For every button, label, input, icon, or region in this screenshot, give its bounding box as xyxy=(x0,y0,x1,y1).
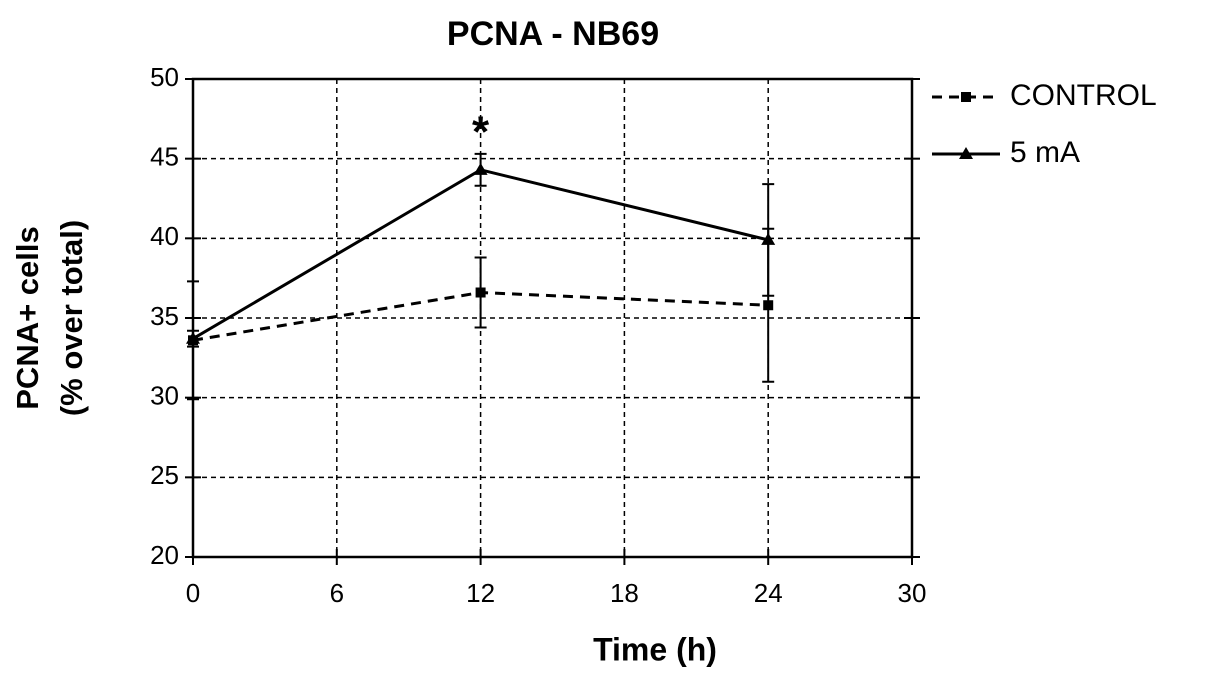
y-tick-label: 45 xyxy=(150,142,179,172)
x-tick-label: 18 xyxy=(610,578,639,608)
legend-marker xyxy=(959,147,973,159)
y-axis-label: PCNA+ cells xyxy=(10,226,45,410)
legend-label: CONTROL xyxy=(1010,79,1157,112)
marker xyxy=(761,232,776,245)
y-tick-label: 50 xyxy=(150,62,179,92)
x-tick-label: 24 xyxy=(754,578,783,608)
y-tick-label: 25 xyxy=(150,460,179,490)
x-tick-label: 12 xyxy=(466,578,495,608)
y-axis-label: (% over total) xyxy=(54,220,89,416)
y-tick-label: 30 xyxy=(150,381,179,411)
x-tick-label: 30 xyxy=(898,578,927,608)
marker xyxy=(186,331,200,344)
y-tick-label: 35 xyxy=(150,301,179,331)
plot-frame xyxy=(191,77,914,559)
x-axis-label: Time (h) xyxy=(593,631,717,667)
marker xyxy=(763,300,774,311)
marker xyxy=(473,162,488,175)
marker xyxy=(475,287,486,298)
y-tick-label: 40 xyxy=(150,221,179,251)
legend-marker xyxy=(961,92,971,102)
x-tick-label: 0 xyxy=(186,578,200,608)
chart-title: PCNA - NB69 xyxy=(447,15,659,53)
legend-label: 5 mA xyxy=(1010,136,1080,169)
x-tick-label: 6 xyxy=(330,578,344,608)
annotation: * xyxy=(472,107,490,156)
y-tick-label: 20 xyxy=(150,540,179,570)
